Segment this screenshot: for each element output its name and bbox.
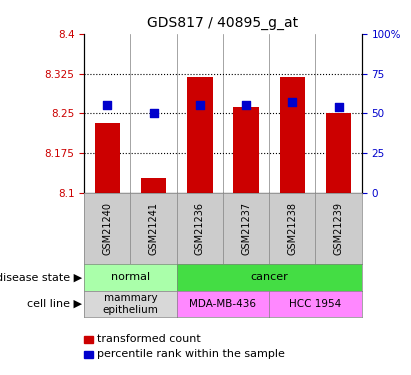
Text: normal: normal	[111, 273, 150, 282]
Text: cell line ▶: cell line ▶	[27, 299, 82, 309]
Text: cancer: cancer	[250, 273, 288, 282]
Text: HCC 1954: HCC 1954	[289, 299, 342, 309]
Text: GSM21238: GSM21238	[287, 202, 297, 255]
Bar	[95, 123, 120, 193]
Bar	[279, 77, 305, 193]
Bar	[233, 107, 259, 193]
Text: disease state ▶: disease state ▶	[0, 273, 82, 282]
Text: GSM21237: GSM21237	[241, 202, 251, 255]
Text: GSM21241: GSM21241	[149, 202, 159, 255]
Point	[150, 110, 157, 116]
Text: percentile rank within the sample: percentile rank within the sample	[97, 350, 285, 359]
Point	[289, 99, 296, 105]
Bar	[141, 178, 166, 193]
Point	[335, 104, 342, 110]
Point	[196, 102, 203, 108]
Point	[104, 102, 111, 108]
Text: GSM21239: GSM21239	[334, 202, 344, 255]
Bar	[187, 77, 212, 193]
Text: transformed count: transformed count	[97, 334, 201, 344]
Title: GDS817 / 40895_g_at: GDS817 / 40895_g_at	[148, 16, 298, 30]
Text: GSM21240: GSM21240	[102, 202, 112, 255]
Point	[243, 102, 249, 108]
Text: GSM21236: GSM21236	[195, 202, 205, 255]
Text: MDA-MB-436: MDA-MB-436	[189, 299, 256, 309]
Bar	[326, 113, 351, 193]
Text: mammary
epithelium: mammary epithelium	[103, 293, 158, 315]
